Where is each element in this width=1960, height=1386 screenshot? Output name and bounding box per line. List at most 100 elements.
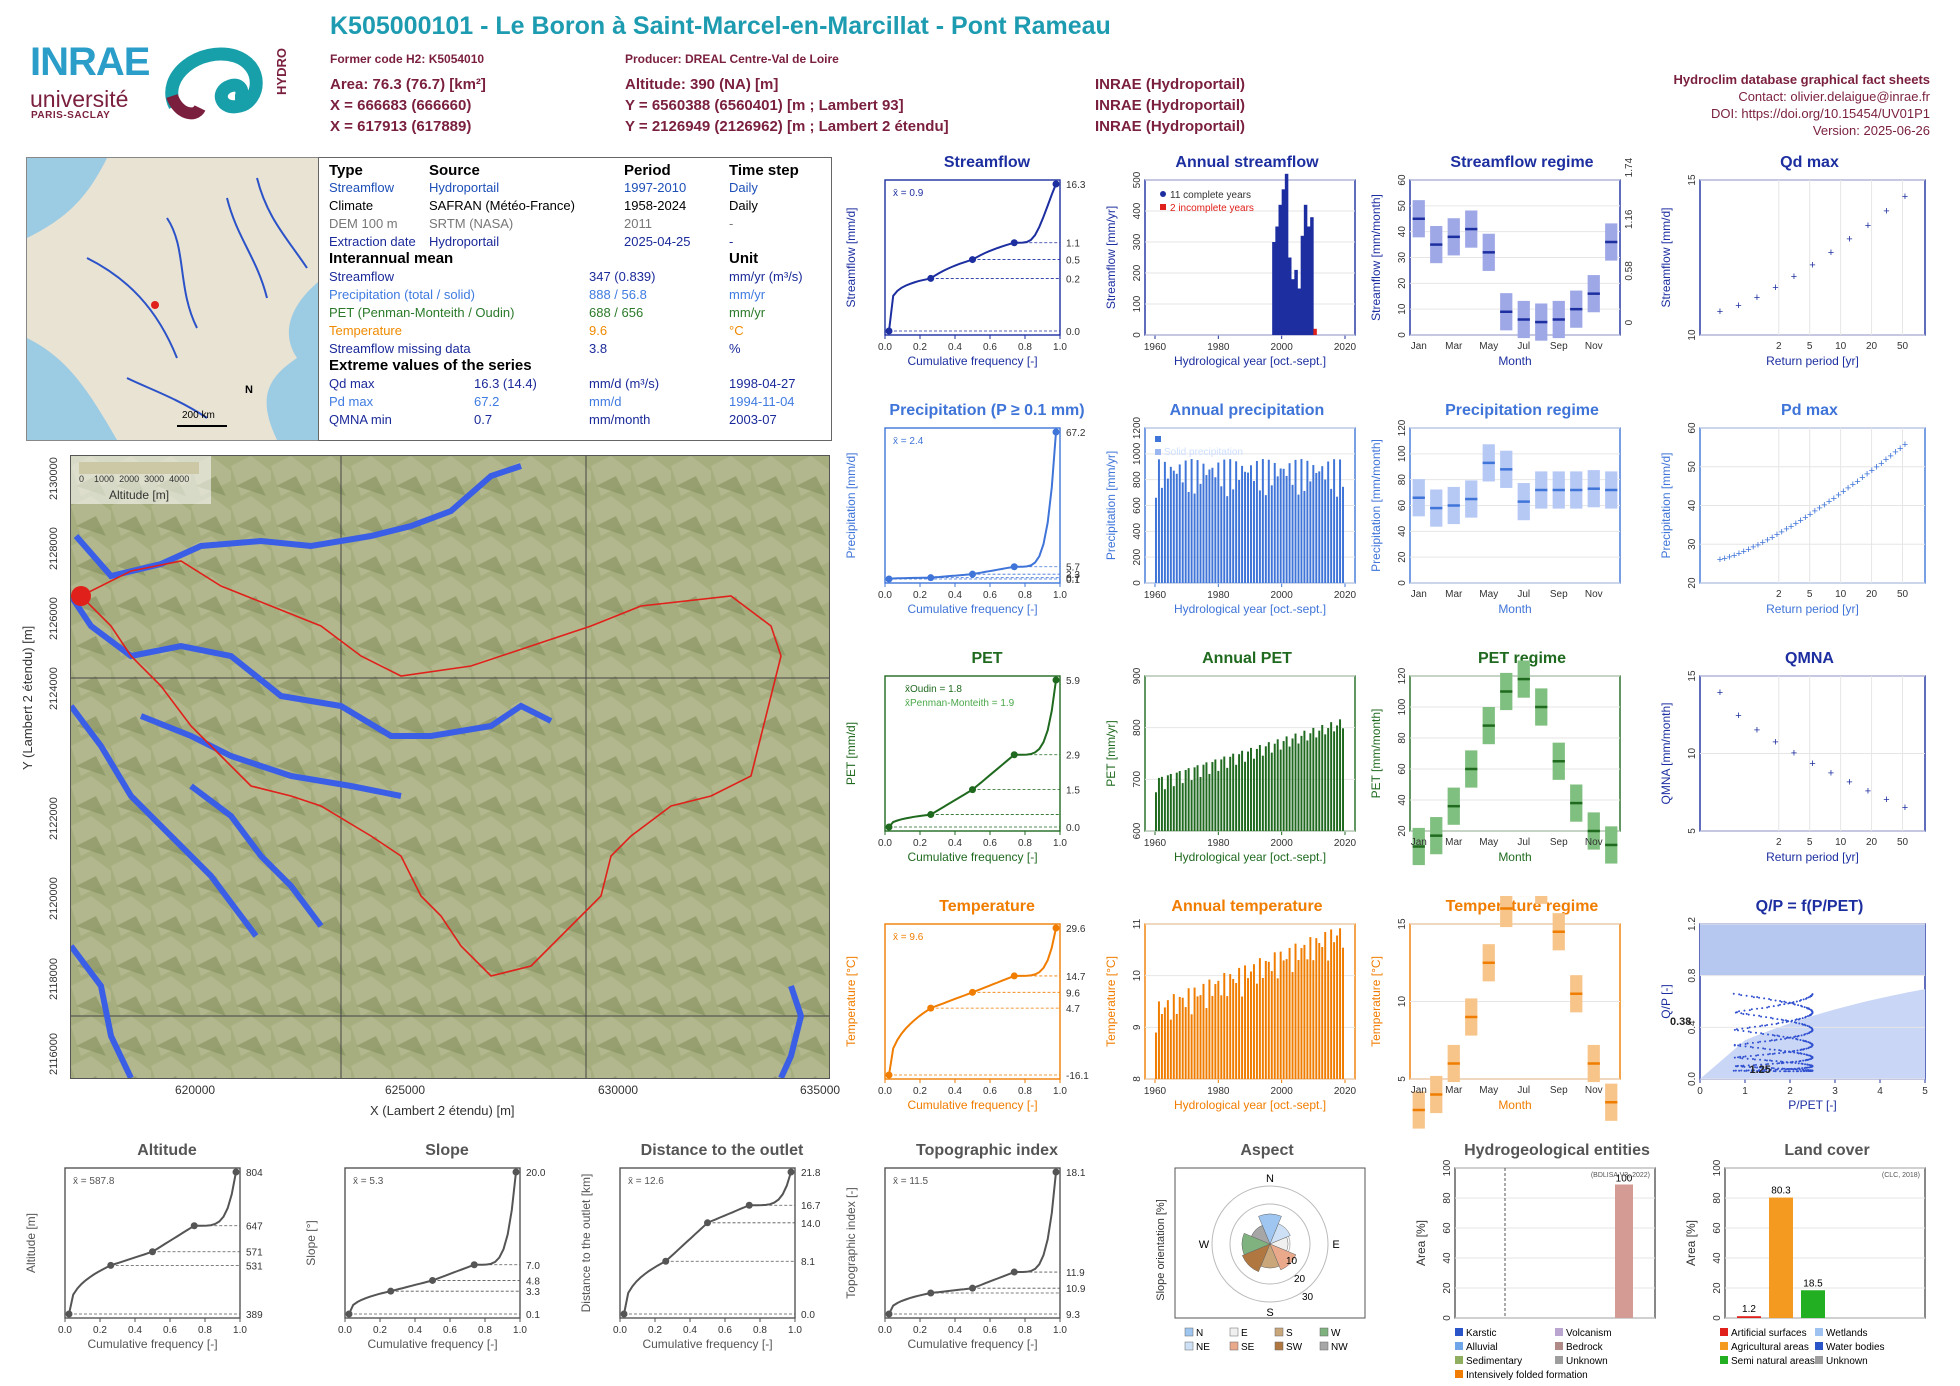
qp-point — [1774, 999, 1777, 1002]
right-tick-label: 0.1 — [1066, 575, 1080, 586]
bar-value-label: 1.2 — [1742, 1304, 1756, 1315]
x-tick-label: 4 — [1877, 1086, 1883, 1097]
rp-point: + — [1850, 479, 1856, 491]
right-tick-label: 0.1 — [526, 1310, 540, 1321]
y-tick-label: 0 — [1712, 1315, 1723, 1321]
qp-point — [1758, 996, 1761, 999]
qp-point — [1758, 1070, 1761, 1073]
annual-bar — [1181, 997, 1184, 1079]
annual_temperature-svg: Annual temperature 1960 1980 2000 2020 8 9 10 11… — [1104, 898, 1357, 1112]
qp-point — [1754, 1063, 1757, 1066]
x-tick-label: 2 — [1776, 837, 1782, 848]
plot-frame — [884, 923, 1061, 1080]
temperature-svg: Temperature 0.0 0.2 0.4 0.6 0.8 1.0 Cumulative … — [844, 898, 1089, 1112]
y-tick-label: 500 — [1132, 171, 1143, 188]
x-tick-label: 1.0 — [1053, 590, 1067, 601]
qp-point — [1742, 1055, 1745, 1058]
qp-point — [1766, 1066, 1769, 1069]
y-tick-label: 11 — [1132, 918, 1143, 929]
qp-point — [1810, 1009, 1813, 1012]
x-axis-label: Cumulative frequency [-] — [907, 1337, 1037, 1351]
annual-bar — [1306, 460, 1309, 583]
qp-point — [1778, 1049, 1781, 1052]
ring-label: 10 — [1286, 1256, 1298, 1267]
qp-point — [1809, 1014, 1812, 1017]
x-tick-label: 2000 — [1271, 838, 1294, 849]
x-tick-label: 0.2 — [93, 1325, 107, 1336]
x-tick-label: 2 — [1776, 589, 1782, 600]
quantile-point — [969, 988, 976, 996]
doi-link[interactable]: DOI: https://doi.org/10.15454/UV01P1 — [1711, 106, 1930, 121]
qp-point — [1807, 1007, 1810, 1010]
x-tick-label: 20 — [1866, 837, 1878, 848]
x-tick-label: 0.2 — [913, 1325, 927, 1336]
annual-bar — [1252, 480, 1255, 583]
x-tick-label: 5 — [1807, 589, 1813, 600]
x-axis-label: Hydrological year [oct.-sept.] — [1174, 354, 1326, 368]
mean-oudin-label: x̄Oudin = 1.8 — [905, 684, 962, 695]
annual-bar — [1330, 488, 1333, 583]
hydro-logo-text: HYDRO — [274, 48, 289, 95]
qp-point — [1757, 1041, 1760, 1044]
annual-bar — [1196, 996, 1199, 1079]
y-tick-label: 15 — [1687, 670, 1698, 682]
qp-point — [1755, 1031, 1758, 1034]
annual-bar — [1190, 459, 1193, 583]
annual-bar — [1205, 762, 1208, 831]
x-tick-label: 0.2 — [913, 1086, 927, 1097]
rp-point: + — [1897, 443, 1903, 455]
annual-bar — [1241, 750, 1244, 831]
qp-point — [1807, 996, 1810, 999]
qp-point — [1737, 1056, 1740, 1059]
map-xtick: 635000 — [800, 1083, 841, 1097]
qp-point — [1765, 1068, 1768, 1071]
y-tick-label: 600 — [1132, 497, 1143, 514]
rp-point: + — [1845, 483, 1851, 495]
qp-point — [1767, 1063, 1770, 1066]
qp-point — [1769, 1068, 1772, 1071]
aspect-sector — [1269, 1243, 1297, 1271]
rp-point: + — [1797, 515, 1803, 527]
qp-point — [1810, 1064, 1813, 1067]
y-axis-label: Precipitation [mm/d] — [844, 452, 858, 558]
month-tick-label: Mar — [1445, 837, 1463, 848]
qp-point — [1796, 1035, 1799, 1038]
annual-bar — [1166, 775, 1169, 831]
qp-point — [1751, 1058, 1754, 1061]
annual-bar — [1247, 978, 1249, 1079]
qp-point — [1802, 1023, 1805, 1026]
th-timestep: Time step — [729, 162, 799, 179]
annual-bar — [1190, 1014, 1193, 1079]
annual-bar — [1333, 731, 1336, 831]
qp-point — [1733, 1044, 1736, 1047]
x-tick-label: 0.4 — [128, 1325, 142, 1336]
right-tick-label: 531 — [246, 1261, 263, 1272]
x-tick-label: 0.4 — [948, 342, 962, 353]
qp_ppet-title: Q/P = f(P/PET) — [1756, 898, 1864, 915]
qp-point — [1793, 1049, 1796, 1052]
y-axis-label: Streamflow [mm/month] — [1369, 194, 1383, 321]
annual-bar — [1312, 727, 1315, 831]
y-axis-label: Slope orientation [%] — [1155, 1199, 1167, 1301]
annual-bar — [1157, 459, 1160, 583]
annual-bar — [1196, 765, 1199, 831]
qp-point — [1778, 1035, 1781, 1038]
y-axis-label: Precipitation [mm/month] — [1369, 439, 1383, 572]
qp-point — [1776, 1068, 1779, 1071]
rp-point: + — [1809, 259, 1815, 271]
qp-point — [1751, 1041, 1754, 1044]
quantile-point — [149, 1248, 156, 1256]
month-tick-label: Sep — [1550, 589, 1568, 600]
qp-point — [1804, 1016, 1807, 1019]
land-cover-bar — [1737, 1316, 1761, 1318]
x-tick-label: 0.0 — [878, 838, 892, 849]
annual-bar — [1211, 762, 1214, 831]
map-ytick: 2126000 — [48, 597, 60, 640]
plot-frame — [1144, 179, 1356, 336]
x-tick-label: 0.6 — [983, 838, 997, 849]
annual-bar — [1223, 756, 1226, 831]
annual-bar — [1315, 938, 1318, 1079]
y-tick-label: 10 — [1687, 329, 1698, 341]
month-tick-label: Mar — [1445, 341, 1463, 352]
qp-point — [1780, 1000, 1783, 1003]
